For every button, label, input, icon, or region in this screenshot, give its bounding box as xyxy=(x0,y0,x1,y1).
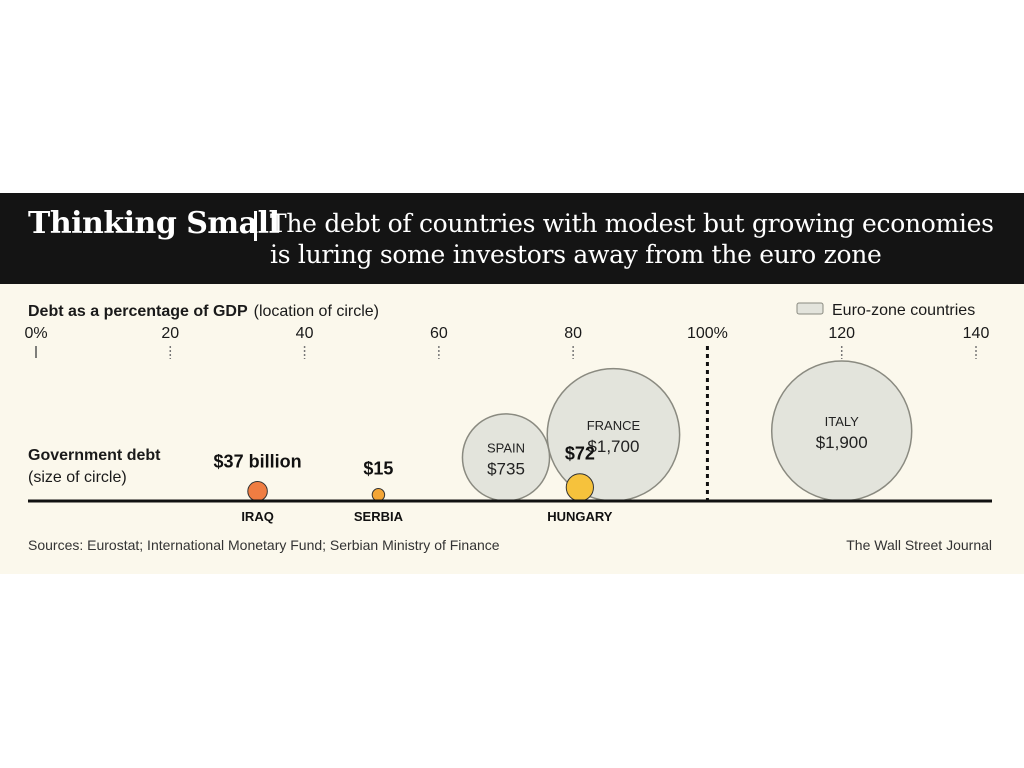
x-tick-label: 40 xyxy=(296,325,314,342)
x-tick-label: 80 xyxy=(564,325,582,342)
bubble-chart: Debt as a percentage of GDP (location of … xyxy=(24,302,992,553)
x-tick-label: 120 xyxy=(828,325,855,342)
bubble xyxy=(565,473,594,502)
bubble-country-label: ITALY xyxy=(825,414,860,429)
bubbles: SPAIN $735 FRANCE $1,700 ITALY $1,900 $37 bill… xyxy=(214,360,913,524)
x-tick-label: 60 xyxy=(430,325,448,342)
bubble-value-label: $1,700 xyxy=(587,437,639,456)
bubble-value-label: $1,900 xyxy=(816,433,868,452)
x-tick-label: 140 xyxy=(963,325,990,342)
x-axis-title: Debt as a percentage of GDP (location of … xyxy=(28,303,379,320)
x-axis-ticks: 0% 20 40 60 80 100% 120 140 xyxy=(24,325,989,359)
credit: The Wall Street Journal xyxy=(846,537,992,553)
bubble-country-label: SERBIA xyxy=(354,509,404,524)
title-divider xyxy=(254,211,257,241)
bubble xyxy=(247,480,268,502)
chart-subtitle: The debt of countries with modest but gr… xyxy=(270,209,994,269)
x-tick-label: 20 xyxy=(161,325,179,342)
bubble-value-label: $37 billion xyxy=(214,451,302,471)
bubble-country-label: IRAQ xyxy=(241,509,274,524)
bubble-country-label: SPAIN xyxy=(487,440,525,455)
bubble xyxy=(770,360,913,502)
chart-title: Thinking Small xyxy=(28,206,280,241)
x-axis-title-bold: Debt as a percentage of GDP xyxy=(28,303,248,320)
chart-graphic: Thinking Small The debt of countries wit… xyxy=(0,193,1024,574)
bubble xyxy=(461,413,551,502)
title-bar: Thinking Small The debt of countries wit… xyxy=(0,193,1024,284)
bubble xyxy=(546,367,681,502)
bubble-value-label: $735 xyxy=(487,459,525,478)
x-tick-label: 0% xyxy=(24,325,47,342)
bubble-value-label: $15 xyxy=(363,459,393,479)
bubble-value-label: $72 xyxy=(565,444,595,464)
source-note: Sources: Eurostat; International Monetar… xyxy=(28,537,500,553)
bubble-country-label: HUNGARY xyxy=(547,509,613,524)
legend-swatch xyxy=(796,302,824,315)
size-title: Government debt xyxy=(28,447,161,464)
bubble-country-label: FRANCE xyxy=(587,418,641,433)
legend-label: Euro-zone countries xyxy=(832,302,975,319)
bubble xyxy=(371,488,386,502)
x-tick-label: 100% xyxy=(687,325,728,342)
x-axis-title-note: (location of circle) xyxy=(254,303,379,320)
size-title-note: (size of circle) xyxy=(28,469,127,486)
